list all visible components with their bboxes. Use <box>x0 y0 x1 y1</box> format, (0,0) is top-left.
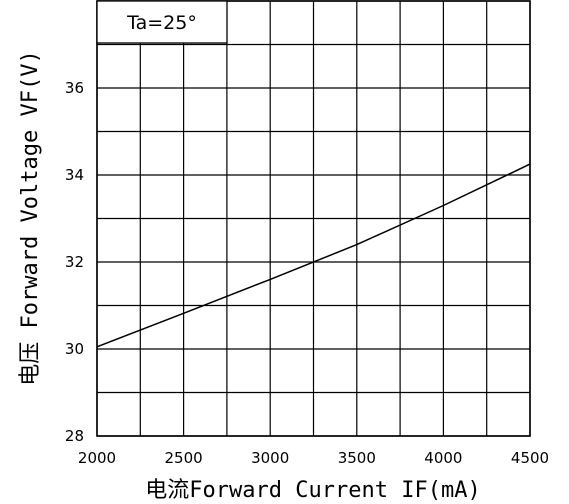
x-tick-label: 4000 <box>424 449 462 467</box>
x-tick-label: 3500 <box>338 449 376 467</box>
x-tick-label: 2000 <box>78 449 116 467</box>
y-tick-label: 28 <box>65 427 84 445</box>
series-line <box>96 163 531 348</box>
y-tick-label: 34 <box>65 166 84 184</box>
y-tick-labels: 28 30 32 34 36 <box>65 79 84 445</box>
y-axis-title: 电压 Forward Voltage VF(V) <box>18 50 43 385</box>
x-tick-label: 3000 <box>251 449 289 467</box>
annotation-box <box>96 0 228 44</box>
plot-frame <box>96 0 531 437</box>
x-tick-label: 2500 <box>165 449 203 467</box>
annotation-text: Ta=25° <box>126 12 197 34</box>
x-tick-label: 4500 <box>511 449 549 467</box>
grid <box>96 0 531 437</box>
x-axis-title: 电流Forward Current IF(mA) <box>145 478 480 503</box>
x-tick-labels: 2000 2500 3000 3500 4000 4500 <box>78 449 549 467</box>
y-tick-label: 32 <box>65 253 84 271</box>
y-tick-label: 30 <box>65 340 84 358</box>
y-tick-label: 36 <box>65 79 84 97</box>
series-group <box>96 163 531 348</box>
